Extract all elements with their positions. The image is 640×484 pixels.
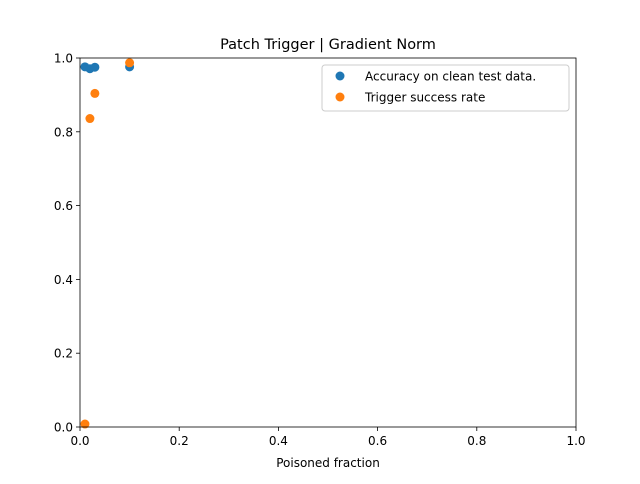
legend-label-series-1: Accuracy on clean test data. [365, 70, 536, 84]
series-1-point [90, 62, 100, 72]
legend-frame [321, 64, 570, 112]
legend-marker-series-1 [335, 71, 345, 81]
y-tick-label: 1.0 [54, 52, 73, 66]
y-tick-label: 0.6 [54, 199, 73, 213]
x-axis-label: Poisoned fraction [276, 456, 380, 470]
series-2-point [125, 58, 135, 68]
x-tick-label: 0.4 [269, 434, 288, 448]
legend-label-series-2: Trigger success rate [364, 91, 485, 105]
y-tick-label: 0.8 [54, 125, 73, 139]
plot-frame [79, 57, 577, 428]
legend-marker-series-2 [335, 92, 345, 102]
x-tick-label: 0.2 [170, 434, 189, 448]
series-2-point [90, 88, 100, 98]
legend: Accuracy on clean test data. Trigger succ… [321, 64, 570, 112]
series-2-point [85, 114, 95, 124]
chart-title: Patch Trigger | Gradient Norm [220, 37, 436, 53]
series-2-point [80, 419, 90, 429]
x-tick-label: 0.6 [368, 434, 387, 448]
x-tick-label: 0.0 [70, 434, 89, 448]
x-tick-label: 0.8 [467, 434, 486, 448]
plot-area [80, 58, 135, 429]
y-tick-label: 0.0 [54, 421, 73, 435]
x-tick-label: 1.0 [566, 434, 585, 448]
y-tick-label: 0.2 [54, 347, 73, 361]
y-tick-label: 0.4 [54, 273, 73, 287]
